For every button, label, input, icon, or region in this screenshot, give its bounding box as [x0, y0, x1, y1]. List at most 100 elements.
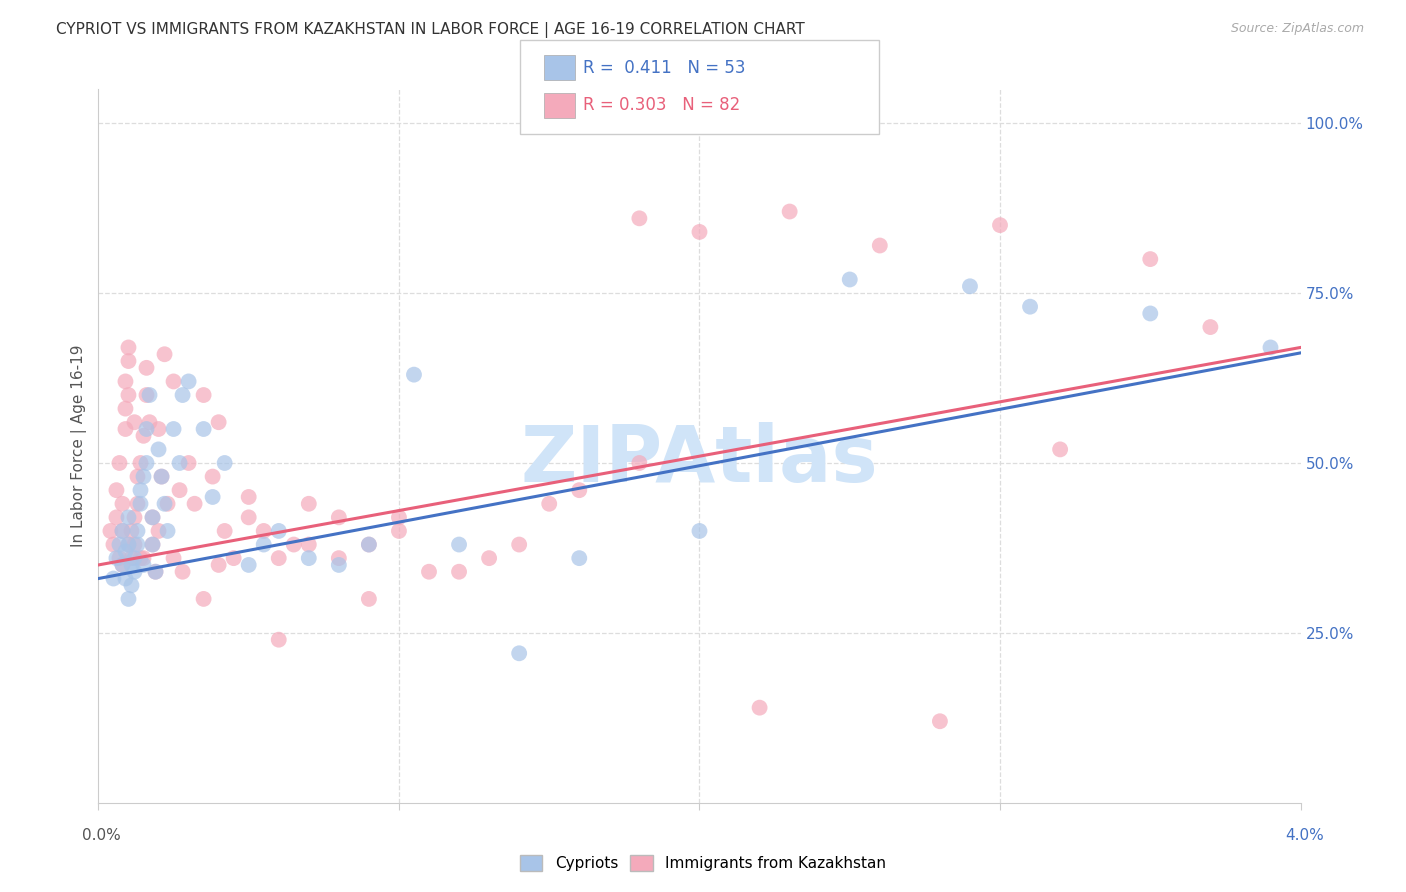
Point [132, 469, 155, 483]
Text: Source: ZipAtlas.com: Source: ZipAtlas.com [1230, 22, 1364, 36]
Point [177, 375, 200, 389]
Point [388, 524, 411, 538]
Point [124, 551, 146, 566]
Point [628, 211, 651, 226]
Point [183, 497, 205, 511]
Point [298, 537, 321, 551]
Point [418, 565, 440, 579]
Point [1019, 300, 1042, 314]
Point [988, 218, 1011, 232]
Point [114, 422, 136, 436]
Text: R = 0.303   N = 82: R = 0.303 N = 82 [583, 96, 741, 114]
Point [124, 537, 146, 551]
Point [162, 375, 184, 389]
Point [141, 510, 163, 524]
Point [357, 591, 380, 606]
Point [111, 497, 134, 511]
Point [267, 551, 290, 566]
Point [127, 469, 149, 483]
Point [193, 591, 215, 606]
Point [103, 572, 125, 586]
Point [117, 341, 139, 355]
Point [129, 456, 152, 470]
Point [162, 422, 184, 436]
Point [132, 558, 155, 572]
Point [145, 565, 167, 579]
Point [117, 388, 139, 402]
Point [132, 429, 155, 443]
Point [214, 524, 236, 538]
Point [117, 354, 139, 368]
Point [135, 456, 157, 470]
Point [328, 551, 350, 566]
Point [121, 524, 143, 538]
Point [177, 456, 200, 470]
Point [108, 537, 131, 551]
Point [127, 497, 149, 511]
Point [124, 415, 146, 429]
Point [117, 537, 139, 551]
Point [111, 524, 134, 538]
Point [141, 510, 163, 524]
Point [150, 469, 173, 483]
Point [298, 551, 321, 566]
Point [129, 551, 152, 566]
Point [1199, 320, 1222, 334]
Point [628, 456, 651, 470]
Point [127, 524, 149, 538]
Point [267, 524, 290, 538]
Point [105, 510, 128, 524]
Point [121, 578, 143, 592]
Point [267, 632, 290, 647]
Point [253, 537, 276, 551]
Point [568, 483, 591, 498]
Point [141, 537, 163, 551]
Point [114, 401, 136, 416]
Text: 0.0%: 0.0% [82, 829, 121, 843]
Point [132, 551, 155, 566]
Point [127, 537, 149, 551]
Point [328, 510, 350, 524]
Point [111, 558, 134, 572]
Point [568, 551, 591, 566]
Point [253, 524, 276, 538]
Point [447, 565, 470, 579]
Point [447, 537, 470, 551]
Point [111, 558, 134, 572]
Point [388, 510, 411, 524]
Point [222, 551, 245, 566]
Point [508, 537, 530, 551]
Legend: Cypriots, Immigrants from Kazakhstan: Cypriots, Immigrants from Kazakhstan [513, 849, 893, 877]
Point [148, 422, 170, 436]
Point [402, 368, 425, 382]
Point [117, 537, 139, 551]
Point [129, 497, 152, 511]
Point [238, 490, 260, 504]
Point [551, 94, 574, 108]
Point [283, 537, 305, 551]
Point [193, 422, 215, 436]
Point [169, 483, 191, 498]
Point [148, 524, 170, 538]
Point [124, 565, 146, 579]
Point [148, 442, 170, 457]
Point [169, 456, 191, 470]
Point [538, 497, 561, 511]
Text: R =  0.411   N = 53: R = 0.411 N = 53 [583, 59, 747, 77]
Point [153, 497, 176, 511]
Point [1260, 341, 1282, 355]
Point [172, 565, 194, 579]
Point [100, 524, 122, 538]
Point [838, 272, 860, 286]
Point [508, 646, 530, 660]
Point [138, 415, 160, 429]
Point [357, 537, 380, 551]
Point [238, 510, 260, 524]
Point [208, 558, 231, 572]
Point [117, 510, 139, 524]
Point [135, 422, 157, 436]
Y-axis label: In Labor Force | Age 16-19: In Labor Force | Age 16-19 [72, 344, 87, 548]
Point [105, 483, 128, 498]
Point [141, 537, 163, 551]
Point [108, 456, 131, 470]
